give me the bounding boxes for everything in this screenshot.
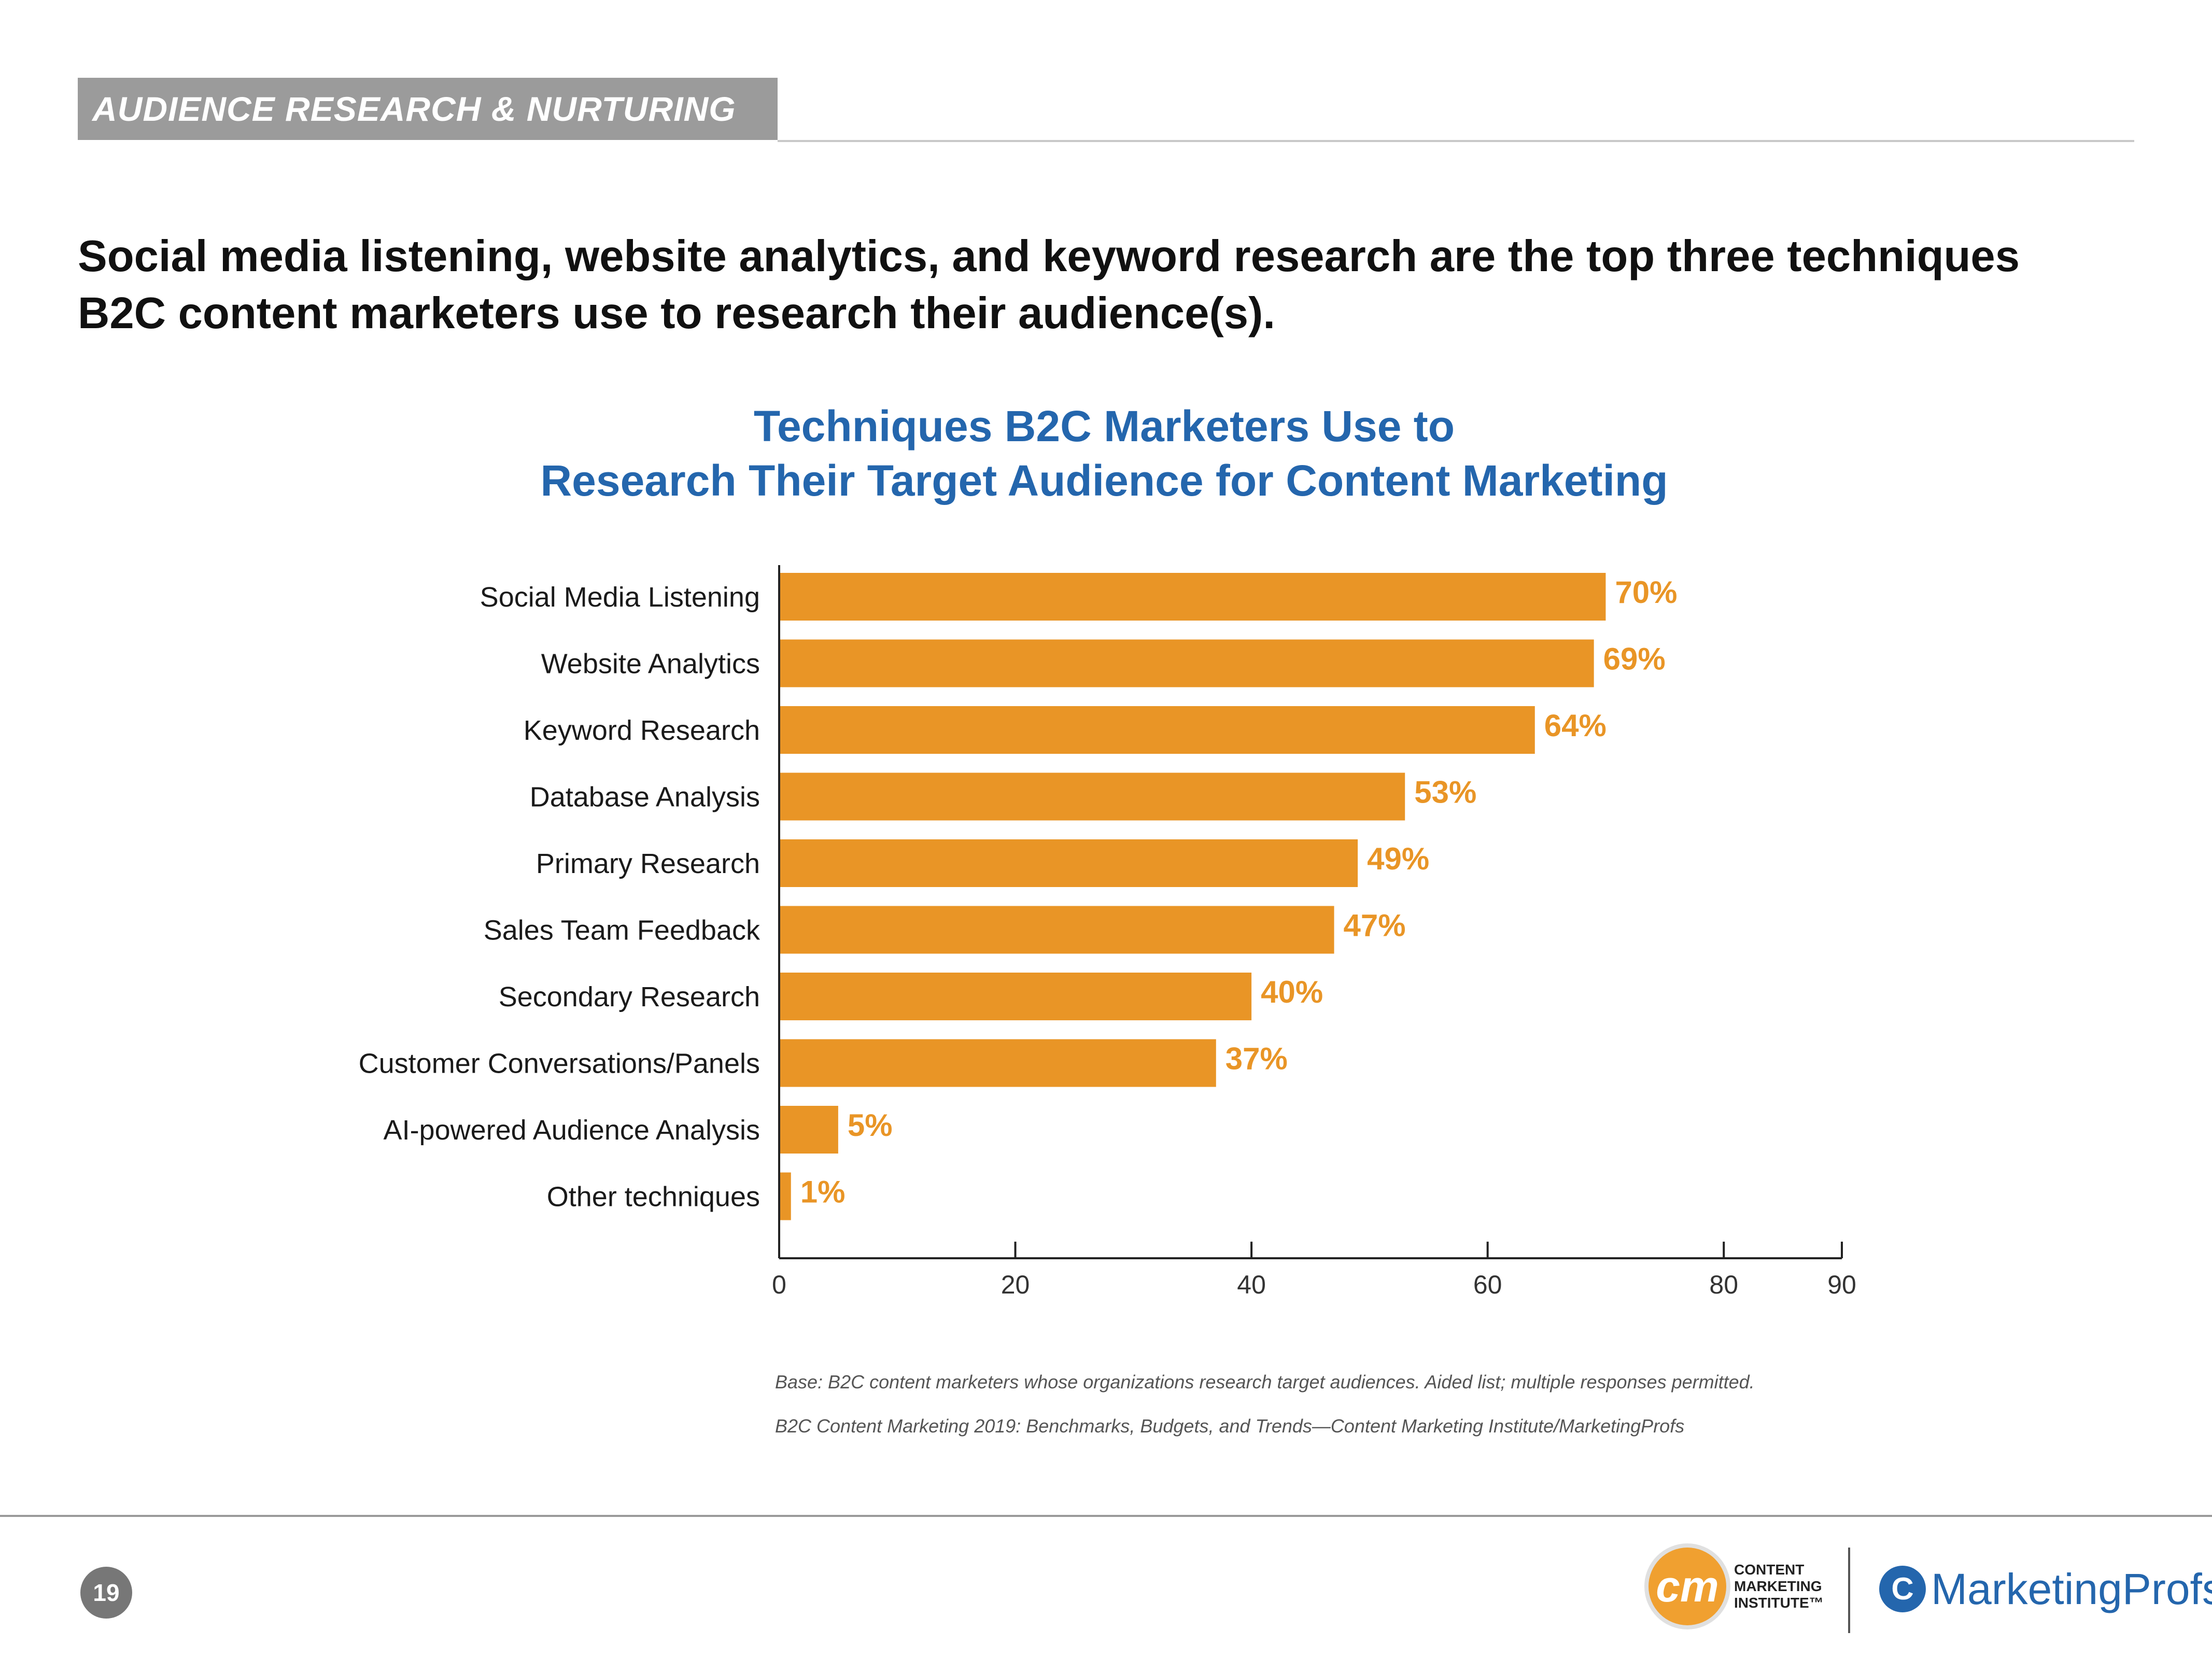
bar <box>779 706 1535 754</box>
x-tick-label: 60 <box>1473 1270 1502 1299</box>
cmi-line-3: INSTITUTE™ <box>1734 1595 1824 1611</box>
category-label: Social Media Listening <box>480 582 760 613</box>
category-label: Secondary Research <box>499 981 760 1013</box>
value-label: 64% <box>1544 708 1607 743</box>
category-label: Database Analysis <box>530 782 760 813</box>
bar <box>779 1039 1216 1087</box>
footer-divider <box>0 1515 2212 1517</box>
headline-line-2: B2C content marketers use to research th… <box>78 289 1275 338</box>
value-label: 37% <box>1225 1042 1288 1076</box>
x-tick-label: 40 <box>1237 1270 1266 1299</box>
x-tick-label: 90 <box>1827 1270 1856 1299</box>
page-number: 19 <box>80 1567 132 1619</box>
chart-title-line-2: Research Their Target Audience for Conte… <box>540 456 1668 505</box>
category-label: Website Analytics <box>541 649 760 680</box>
category-label: Customer Conversations/Panels <box>359 1048 760 1079</box>
bar <box>779 973 1252 1020</box>
cmi-logo-text: CONTENT MARKETING INSTITUTE™ <box>1734 1562 1853 1611</box>
base-note: Base: B2C content marketers whose organi… <box>775 1371 1755 1393</box>
headline: Social media listening, website analytic… <box>78 228 2125 342</box>
section-label: AUDIENCE RESEARCH & NURTURING <box>92 90 736 128</box>
x-tick-label: 0 <box>772 1270 786 1299</box>
cmi-line-2: MARKETING <box>1734 1578 1822 1594</box>
category-label: AI-powered Audience Analysis <box>384 1115 760 1146</box>
bar <box>779 1106 838 1154</box>
bar <box>779 906 1334 954</box>
chart-title-line-1: Techniques B2C Marketers Use to <box>753 402 1455 451</box>
cmi-line-1: CONTENT <box>1734 1562 1805 1578</box>
bar <box>779 772 1405 821</box>
section-band <box>78 78 778 140</box>
value-label: 53% <box>1414 775 1476 810</box>
bar <box>779 573 1606 621</box>
value-label: 47% <box>1344 908 1406 943</box>
marketingprofs-logo: MarketingProfs <box>1931 1565 2212 1613</box>
value-label: 69% <box>1603 642 1666 677</box>
x-tick-label: 20 <box>1001 1270 1030 1299</box>
bar <box>779 839 1358 887</box>
category-label: Other techniques <box>547 1182 760 1213</box>
x-tick-label: 80 <box>1709 1270 1738 1299</box>
bar-chart: Social Media Listening 70% Website Analyti… <box>359 565 1856 1299</box>
bar <box>779 1172 791 1220</box>
value-label: 49% <box>1367 841 1429 876</box>
category-label: Keyword Research <box>524 715 760 746</box>
value-label: 1% <box>800 1175 846 1210</box>
bar <box>779 639 1594 687</box>
logo-divider <box>1848 1548 1850 1633</box>
category-label: Sales Team Feedback <box>484 915 760 946</box>
chart-title: Techniques B2C Marketers Use to Research… <box>363 399 1845 508</box>
category-label: Primary Research <box>536 848 760 879</box>
content-marketing-institute-logo: cm <box>1649 1548 1726 1625</box>
value-label: 5% <box>848 1108 893 1143</box>
marketingprofs-icon: C <box>1879 1566 1926 1612</box>
value-label: 40% <box>1261 975 1323 1009</box>
section-divider <box>778 140 2134 142</box>
source-note: B2C Content Marketing 2019: Benchmarks, … <box>775 1415 1685 1437</box>
headline-line-1: Social media listening, website analytic… <box>78 232 2020 281</box>
value-label: 70% <box>1615 575 1677 610</box>
